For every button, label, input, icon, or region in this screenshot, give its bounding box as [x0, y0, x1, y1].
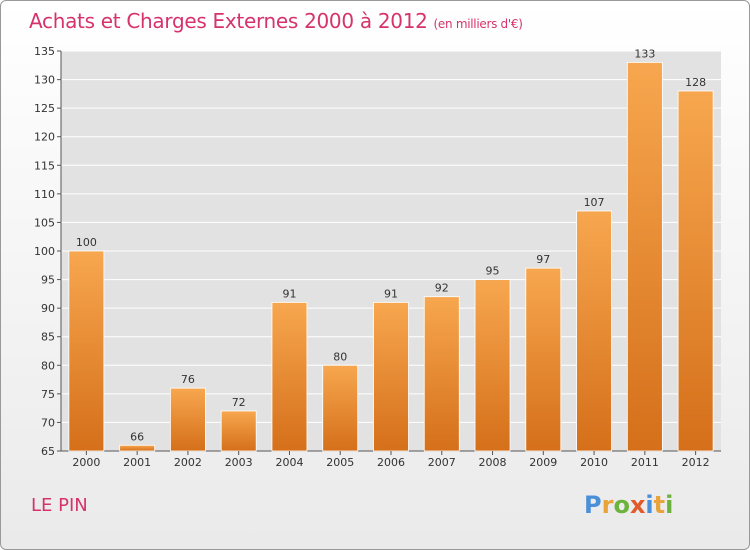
logo-letter: r	[601, 491, 614, 519]
bar	[170, 387, 206, 452]
x-tick-label: 2010	[580, 456, 608, 469]
logo-letter: x	[629, 491, 646, 519]
bar	[576, 210, 612, 452]
chart-title: Achats et Charges Externes 2000 à 2012 (e…	[29, 9, 523, 33]
data-label: 91	[282, 287, 296, 300]
logo-letter: o	[613, 491, 630, 519]
bar	[373, 302, 409, 452]
y-tick-label: 125	[34, 102, 55, 115]
proxiti-logo: Proxiti	[584, 491, 673, 519]
chart-subtitle: (en milliers d'€)	[433, 17, 523, 31]
data-label: 91	[384, 287, 398, 300]
bar	[474, 279, 511, 452]
y-tick-label: 75	[41, 388, 55, 401]
data-label: 133	[634, 47, 655, 60]
x-tick-label: 2004	[275, 456, 303, 469]
y-tick-label: 110	[34, 188, 55, 201]
logo-letter: i	[665, 491, 674, 519]
bar	[271, 302, 308, 452]
data-label: 76	[181, 373, 195, 386]
x-tick-label: 2006	[377, 456, 405, 469]
logo-letter: P	[584, 491, 602, 519]
bar	[677, 90, 714, 452]
y-tick-label: 90	[41, 302, 55, 315]
bar	[525, 267, 562, 452]
place-name: LE PIN	[31, 495, 88, 516]
data-label: 95	[486, 265, 500, 278]
bar	[423, 296, 460, 452]
logo-letter: t	[653, 491, 666, 519]
bar	[119, 444, 156, 452]
bar	[68, 250, 105, 452]
y-tick-label: 85	[41, 331, 55, 344]
bar	[220, 410, 257, 452]
y-tick-label: 100	[34, 245, 55, 258]
y-tick-label: 130	[34, 74, 55, 87]
bar	[322, 364, 359, 452]
x-tick-label: 2005	[326, 456, 354, 469]
y-tick-label: 70	[41, 416, 55, 429]
x-tick-label: 2012	[682, 456, 710, 469]
data-label: 92	[435, 282, 449, 295]
x-tick-label: 2011	[631, 456, 659, 469]
chart-title-text: Achats et Charges Externes 2000 à 2012	[29, 9, 428, 33]
y-tick-label: 65	[41, 445, 55, 458]
y-tick-label: 80	[41, 359, 55, 372]
y-tick-label: 115	[34, 159, 55, 172]
data-label: 97	[536, 253, 550, 266]
y-tick-label: 120	[34, 131, 55, 144]
logo-letter: i	[645, 491, 654, 519]
data-label: 100	[76, 236, 97, 249]
data-label: 80	[333, 350, 347, 363]
y-tick-label: 135	[34, 45, 55, 58]
x-tick-label: 2008	[479, 456, 507, 469]
data-label: 72	[232, 396, 246, 409]
data-label: 66	[130, 430, 144, 443]
x-tick-label: 2000	[72, 456, 100, 469]
data-label: 107	[584, 196, 605, 209]
y-tick-label: 95	[41, 274, 55, 287]
x-tick-label: 2002	[174, 456, 202, 469]
bar	[626, 62, 663, 452]
x-tick-label: 2001	[123, 456, 151, 469]
data-label: 128	[685, 76, 706, 89]
y-tick-label: 105	[34, 216, 55, 229]
x-tick-label: 2009	[529, 456, 557, 469]
x-tick-label: 2003	[225, 456, 253, 469]
x-tick-label: 2007	[428, 456, 456, 469]
